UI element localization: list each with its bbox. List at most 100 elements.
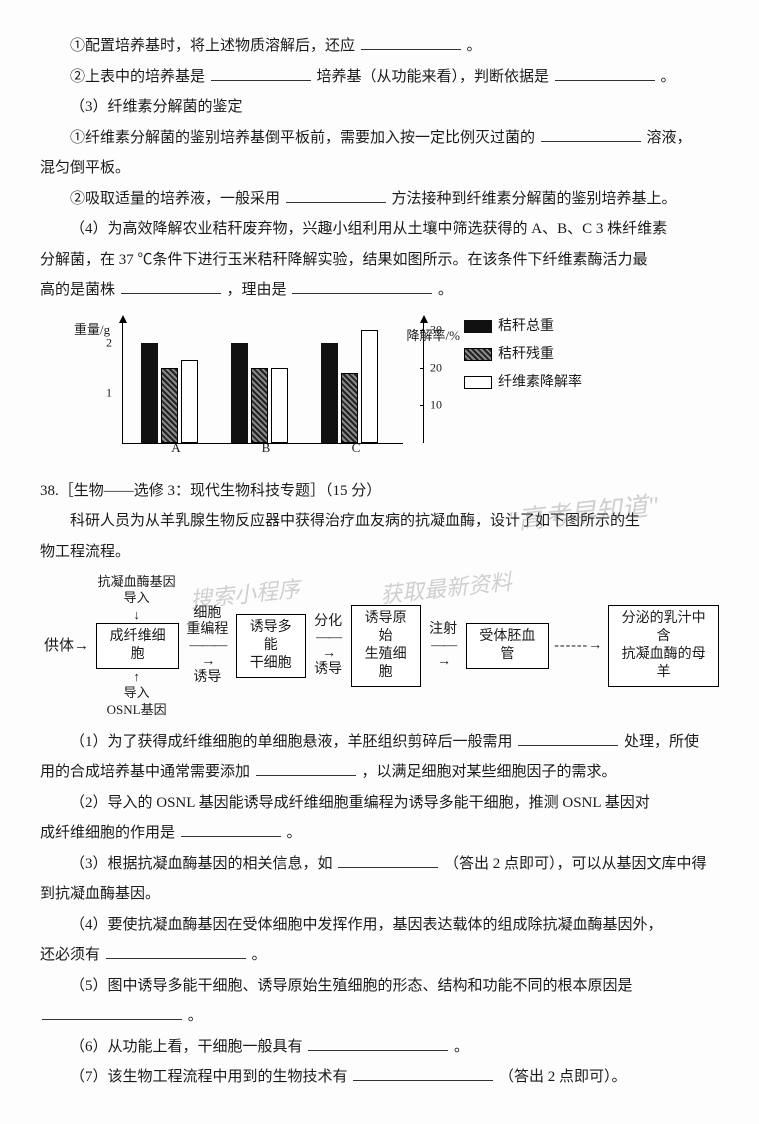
q37-line5: 混匀倒平板。 (40, 154, 719, 183)
flow-node-ips: 诱导多能干细胞 (236, 614, 306, 679)
text: 。 (188, 1008, 203, 1024)
blank[interactable] (518, 730, 618, 746)
blank[interactable] (181, 821, 281, 837)
plot-area: ABC (122, 323, 403, 444)
legend-swatch (464, 348, 492, 361)
q37-line4: ①纤维素分解菌的鉴别培养基倒平板前，需要加入按一定比例灭过菌的 溶液， (40, 124, 719, 153)
blank[interactable] (121, 278, 221, 294)
q38-3: （3）根据抗凝血酶基因的相关信息，如 （答出 2 点即可），可以从基因文库中得 (40, 850, 719, 879)
flow-node-fibroblast: 成纤维细胞 (96, 623, 179, 669)
blank[interactable] (555, 65, 655, 81)
blank[interactable] (541, 126, 641, 142)
x-label: B (231, 436, 301, 461)
text: （答出 2 点即可），可以从基因文库中得 (444, 856, 707, 872)
text: ①纤维素分解菌的鉴别培养基倒平板前，需要加入按一定比例灭过菌的 (70, 130, 535, 146)
text: 溶液， (647, 130, 692, 146)
flow-diagram: 供体→ 抗凝血酶基因 导入 ↓ 成纤维细胞 ↑ 导入 OSNL基因 细胞 重编程… (40, 574, 719, 718)
bar-group: C (321, 330, 391, 443)
q37-line1: ①配置培养基时，将上述物质溶解后，还应 。 (40, 32, 719, 61)
q38-2: （2）导入的 OSNL 基因能诱导成纤维细胞重编程为诱导多能干细胞，推测 OSN… (40, 789, 719, 818)
legend-label: 秸秆总重 (498, 313, 554, 341)
bar-rate (361, 330, 378, 443)
text: （答出 2 点即可）。 (499, 1069, 627, 1085)
blank[interactable] (256, 760, 356, 776)
y-right-tick: 10 (430, 394, 442, 417)
q37-line7: （4）为高效降解农业秸秆废弃物，兴趣小组利用从土壤中筛选获得的 A、B、C 3 … (40, 215, 719, 244)
tick-mark (420, 368, 424, 369)
y-left-label: 重量/g (74, 323, 110, 337)
legend-swatch (464, 376, 492, 389)
q38-4: （4）要使抗凝血酶基因在受体细胞中发挥作用，基因表达载体的组成除抗凝血酶基因外， (40, 911, 719, 940)
flow-supply: 供体→ (44, 632, 89, 661)
text: 培养基（从功能来看），判断依据是 (317, 69, 550, 85)
blank[interactable] (42, 1004, 182, 1020)
y-right-tick: 20 (430, 356, 442, 379)
text: 用的合成培养基中通常需要添加 (40, 764, 250, 780)
q37-line8: 分解菌，在 37 ℃条件下进行玉米秸秆降解实验，结果如图所示。在该条件下纤维素酶… (40, 246, 719, 275)
text: ，以满足细胞对某些细胞因子的需求。 (362, 764, 617, 780)
q38-4b: 还必须有 。 (40, 941, 719, 970)
text: 。 (438, 282, 453, 298)
y-left-tick: 2 (106, 331, 112, 354)
text: 。 (287, 825, 302, 841)
q37-line9: 高的是菌株 ，理由是 。 (40, 276, 719, 305)
blank[interactable] (292, 278, 432, 294)
bar-total (141, 343, 158, 443)
legend-label: 纤维素降解率 (498, 369, 582, 397)
flow-node-recipient: 受体胚血管 (466, 623, 550, 669)
q37-line2: ②上表中的培养基是 培养基（从功能来看），判断依据是 。 (40, 63, 719, 92)
blank[interactable] (353, 1065, 493, 1081)
blank[interactable] (361, 34, 461, 50)
q37-line6: ②吸取适量的培养液，一般采用 方法接种到纤维素分解菌的鉴别培养基上。 (40, 185, 719, 214)
q38-intro1: 科研人员为从羊乳腺生物反应器中获得治疗血友病的抗凝血酶，设计了如下图所示的生 (40, 507, 719, 536)
flow-gene-bottom: ↑ 导入 OSNL基因 (107, 669, 167, 718)
bar-rate (181, 360, 198, 443)
blank[interactable] (211, 65, 311, 81)
q38-3b: 到抗凝血酶基因。 (40, 880, 719, 909)
text: （7）该生物工程流程中用到的生物技术有 (70, 1069, 348, 1085)
x-label: C (321, 436, 391, 461)
q38-intro2: 物工程流程。 (40, 538, 719, 567)
text: 。 (252, 947, 267, 963)
q38-5b: 。 (40, 1002, 719, 1031)
q38-2b: 成纤维细胞的作用是 。 (40, 819, 719, 848)
q38-heading: 38.［生物——选修 3：现代生物科技专题］（15 分） (40, 477, 719, 506)
bar-resid (341, 373, 358, 443)
bar-resid (251, 368, 268, 443)
chart-legend: 秸秆总重 秸秆残重 纤维素降解率 (464, 313, 582, 397)
q38-1: （1）为了获得成纤维细胞的单细胞悬液，羊胚组织剪碎后一般需用 处理，所使 (40, 728, 719, 757)
bar-chart: 重量/g ABC 降解率/% 1 2 10 20 30 秸秆总重 秸秆残重 纤维… (100, 313, 719, 463)
q38-6: （6）从功能上看，干细胞一般具有 。 (40, 1033, 719, 1062)
y-right-tick: 30 (430, 319, 442, 342)
text: ①配置培养基时，将上述物质溶解后，还应 (70, 38, 355, 54)
q38-1b: 用的合成培养基中通常需要添加 ，以满足细胞对某些细胞因子的需求。 (40, 758, 719, 787)
bar-resid (161, 368, 178, 443)
flow-node-pgc: 诱导原始生殖细胞 (351, 605, 421, 688)
blank[interactable] (106, 943, 246, 959)
blank[interactable] (286, 187, 386, 203)
text: ，理由是 (227, 282, 287, 298)
text: 。 (661, 69, 676, 85)
flow-arrow: 细胞 重编程 ———→ 诱导 (184, 606, 230, 686)
axis-arrow-icon (420, 315, 428, 323)
bar-group: A (141, 343, 211, 443)
text: 方法接种到纤维素分解菌的鉴别培养基上。 (392, 191, 677, 207)
blank[interactable] (308, 1035, 448, 1051)
text: ②吸取适量的培养液，一般采用 (70, 191, 280, 207)
flow-dash-arrow: ------→ (554, 633, 603, 660)
blank[interactable] (338, 852, 438, 868)
legend-swatch (464, 320, 492, 333)
axis-arrow-icon (119, 315, 127, 323)
bar-group: B (231, 343, 301, 443)
x-label: A (141, 436, 211, 461)
text: （6）从功能上看，干细胞一般具有 (70, 1039, 303, 1055)
text: ②上表中的培养基是 (70, 69, 205, 85)
tick-mark (420, 405, 424, 406)
text: 处理，所使 (624, 734, 699, 750)
bar-total (231, 343, 248, 443)
bar-total (321, 343, 338, 443)
flow-gene-top: 抗凝血酶基因 导入 ↓ (98, 574, 176, 623)
flow-arrow: 分化 ——→ 诱导 (311, 614, 346, 678)
y-left-tick: 1 (106, 381, 112, 404)
q37-line3: （3）纤维素分解菌的鉴定 (40, 93, 719, 122)
